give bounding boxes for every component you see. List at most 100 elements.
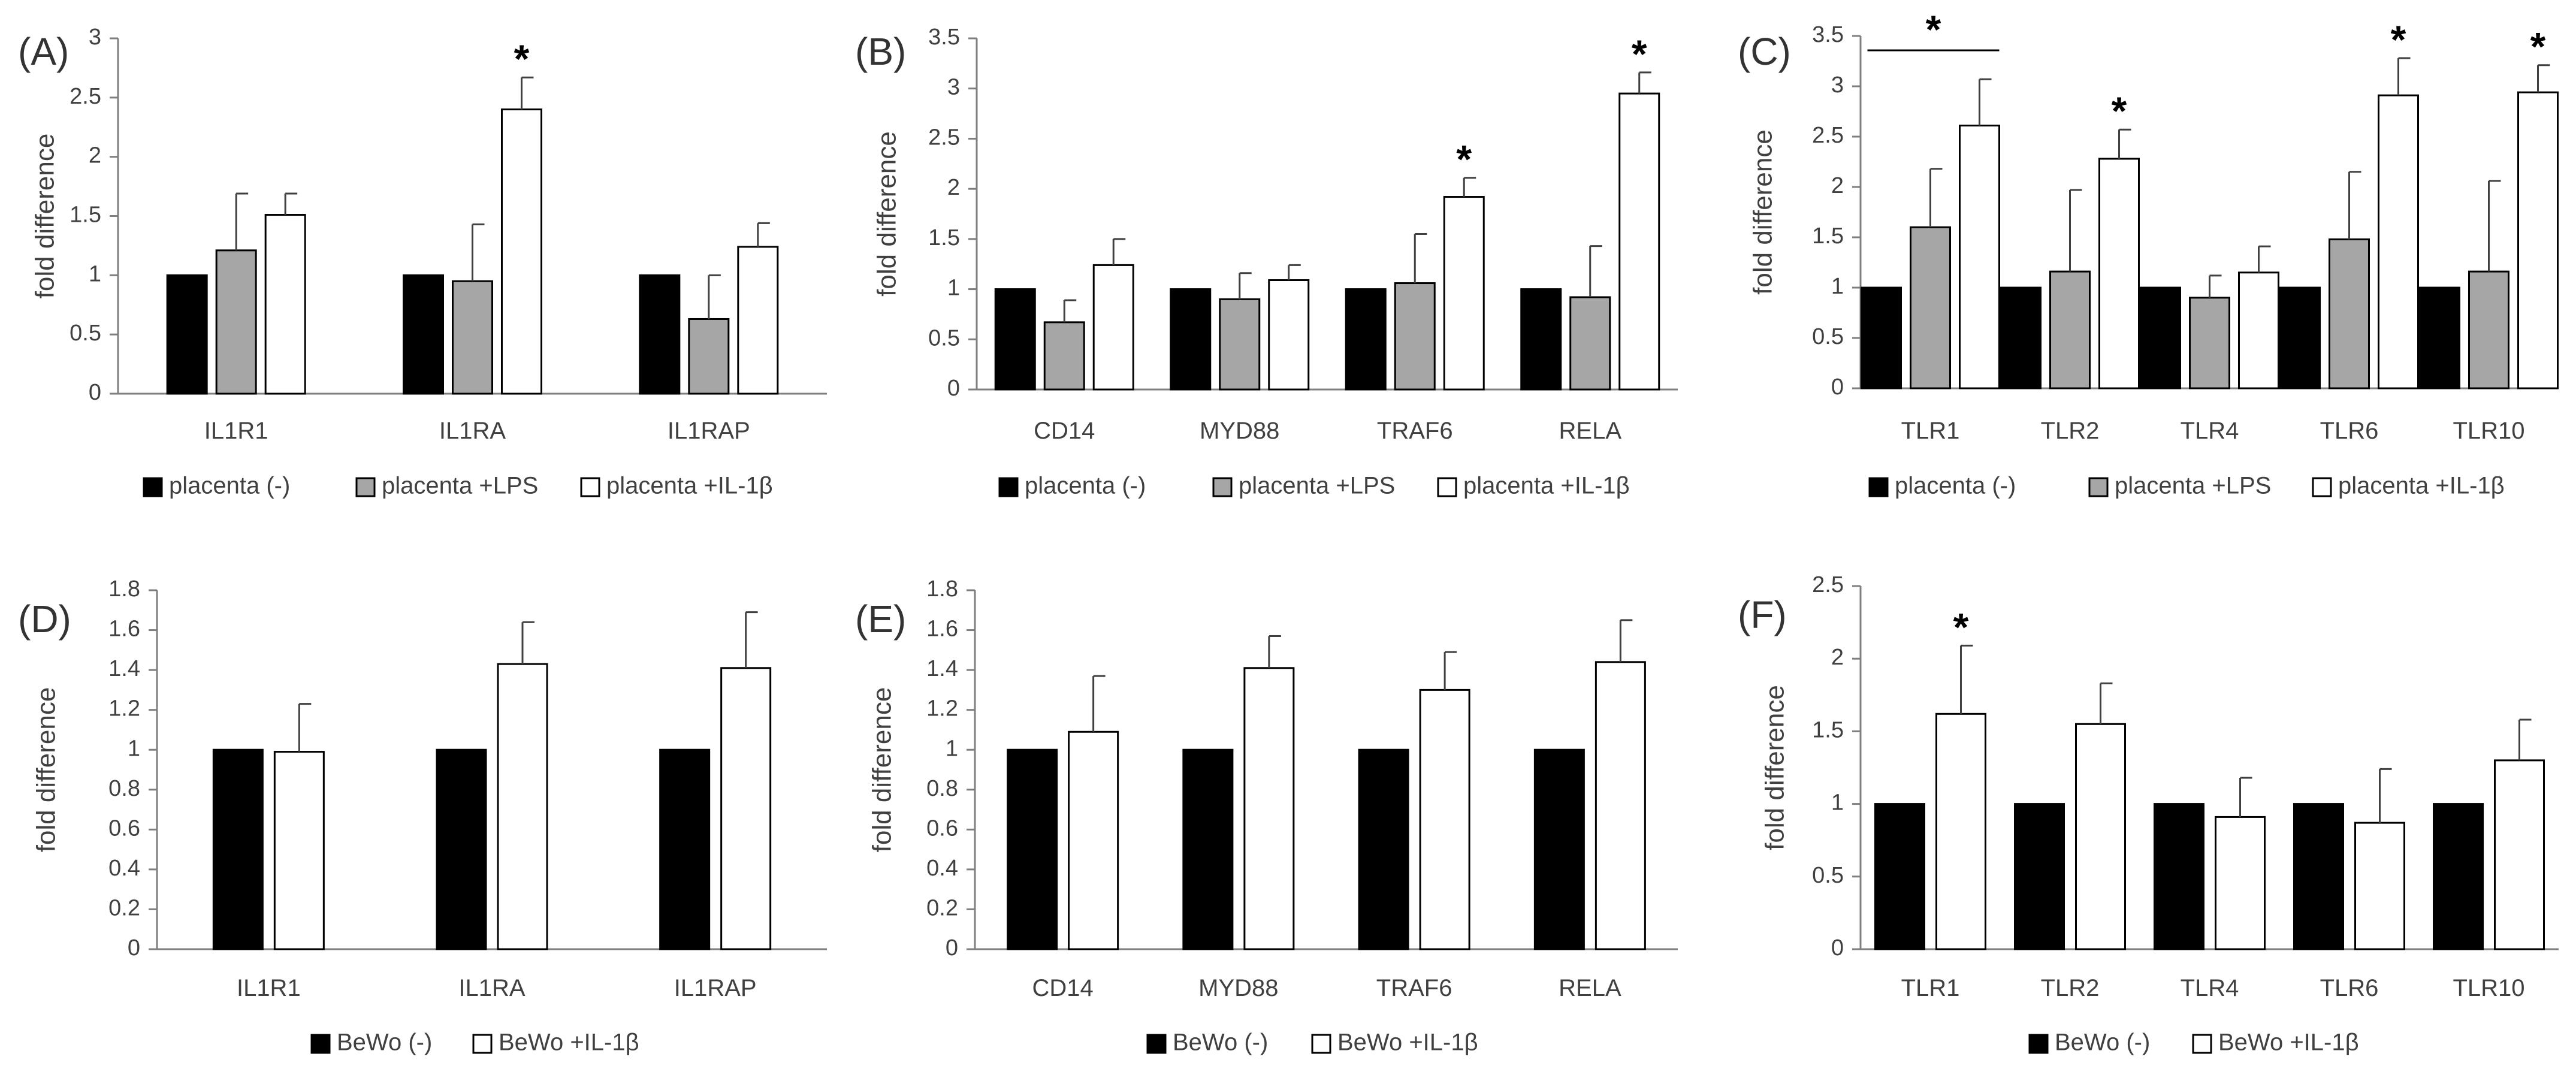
legend-label: placenta +LPS [1239, 473, 1395, 499]
bar [1520, 288, 1562, 391]
y-tick-label: 1.8 [926, 576, 958, 602]
panel-b: (B) fold difference 0 0.5 1 1.5 2 2.5 3 3.5 CD14 MY… [855, 25, 1678, 499]
y-tick-label: 0 [1831, 375, 1844, 400]
bar [1068, 730, 1119, 950]
legend-label: BeWo (-) [2055, 1029, 2150, 1056]
bar [2354, 822, 2405, 950]
y-tick-label: 1.2 [926, 696, 958, 721]
bar [2014, 803, 2065, 950]
y-tick-label: 1.5 [70, 203, 101, 228]
bar [2279, 286, 2321, 389]
legend-label: placenta (-) [169, 473, 290, 499]
bar [1007, 748, 1058, 950]
y-tick-label: 0.8 [926, 776, 958, 801]
significance-star: * [1953, 605, 1969, 649]
x-tick-label: CD14 [1032, 975, 1093, 1001]
x-tick-label: TLR10 [2453, 418, 2524, 444]
legend-label: placenta +IL-1β [2338, 473, 2505, 499]
y-tick-label: 0.5 [70, 321, 101, 346]
x-tick-label: CD14 [1034, 418, 1095, 444]
significance-star: * [1456, 137, 1472, 182]
x-tick-label: IL1R1 [204, 418, 268, 444]
x-tick-label: TLR10 [2453, 975, 2524, 1001]
x-tick-label: TLR2 [2041, 418, 2100, 444]
legend-swatch [1311, 1034, 1331, 1054]
y-tick-label: 3 [1831, 73, 1844, 98]
y-tick-label: 1.6 [108, 617, 140, 642]
y-tick-label: 1.8 [108, 576, 140, 602]
bar [1533, 748, 1585, 950]
y-tick-label: 1.6 [926, 617, 958, 642]
y-tick-label: 1.5 [928, 225, 960, 250]
bar [1170, 288, 1212, 391]
bar [2329, 238, 2370, 389]
panel-c: (C) fold difference 0 0.5 1 1.5 2 2.5 3 3.5 TLR1 TL… [1738, 7, 2559, 499]
legend-label: BeWo +IL-1β [1337, 1029, 1478, 1056]
x-tick-label: IL1RAP [674, 975, 757, 1001]
legend-swatch [998, 477, 1019, 497]
y-tick-label: 2.5 [1812, 123, 1844, 148]
x-tick-label: RELA [1559, 975, 1621, 1001]
y-tick-label: 1 [947, 276, 960, 301]
y-tick-label: 0 [1831, 935, 1844, 961]
significance-star: * [1926, 7, 1941, 52]
x-tick-label: TLR6 [2320, 418, 2379, 444]
y-tick-label: 2 [89, 143, 101, 168]
legend-swatch [2028, 1034, 2049, 1054]
bar [2494, 759, 2545, 950]
x-tick-label: TLR1 [1901, 418, 1960, 444]
y-tick-label: 0.5 [1812, 863, 1844, 888]
bar [501, 108, 542, 395]
significance-star: * [1632, 32, 1647, 76]
bar [1092, 264, 1134, 391]
bar [1618, 92, 1660, 391]
legend-swatch [580, 477, 600, 497]
y-axis-title: fold difference [868, 687, 897, 853]
legend-label: placenta +LPS [2115, 473, 2271, 499]
panel-d: (D) fold difference 0 0.2 0.4 0.6 0.8 1 1.2 1.4 1.… [18, 576, 827, 1056]
y-tick-label: 1.2 [108, 696, 140, 721]
y-axis-title: fold difference [872, 131, 902, 297]
bar [1569, 296, 1611, 391]
legend-swatch [143, 477, 163, 497]
panel-label: (E) [855, 597, 906, 641]
bar [1594, 661, 1646, 950]
legend-swatch [1437, 477, 1457, 497]
y-tick-label: 1.5 [1812, 224, 1844, 249]
legend-label: placenta +IL-1β [606, 473, 773, 499]
bar [1861, 286, 1902, 389]
x-tick-label: TLR1 [1901, 975, 1960, 1001]
bar [1358, 748, 1409, 950]
y-tick-label: 2 [1831, 173, 1844, 198]
bar [1910, 226, 1951, 389]
bar [1935, 712, 1986, 950]
legend-label: BeWo (-) [337, 1029, 432, 1056]
bar [1959, 125, 2000, 389]
legend-label: placenta (-) [1895, 473, 2016, 499]
significance-star: * [514, 37, 530, 81]
bar [2189, 297, 2230, 389]
y-tick-label: 2.5 [928, 125, 960, 150]
y-axis-title: fold difference [1748, 129, 1778, 295]
legend-swatch [2192, 1034, 2212, 1054]
panel-f: (F) fold difference 0 0.5 1 1.5 2 2.5 TLR1 TLR2 TL… [1738, 572, 2559, 1056]
bar [1219, 298, 1261, 391]
y-tick-label: 3 [947, 75, 960, 100]
legend-swatch [310, 1034, 331, 1054]
bar [1268, 279, 1310, 391]
panel-label: (A) [18, 30, 69, 73]
legend-swatch [1868, 477, 1889, 497]
bar [2238, 271, 2279, 389]
bar [1043, 321, 1085, 391]
y-tick-label: 1 [946, 736, 958, 761]
x-tick-label: IL1RAP [668, 418, 750, 444]
significance-star: * [2391, 17, 2406, 62]
bar [2433, 803, 2484, 950]
panel-e: (E) fold difference 0 0.2 0.4 0.6 0.8 1 1.2 1.4 1.… [855, 576, 1678, 1056]
bar [1182, 748, 1234, 950]
y-tick-label: 0 [128, 935, 140, 961]
bar [2049, 270, 2091, 389]
y-tick-label: 0.5 [928, 325, 960, 351]
x-tick-label: RELA [1559, 418, 1622, 444]
